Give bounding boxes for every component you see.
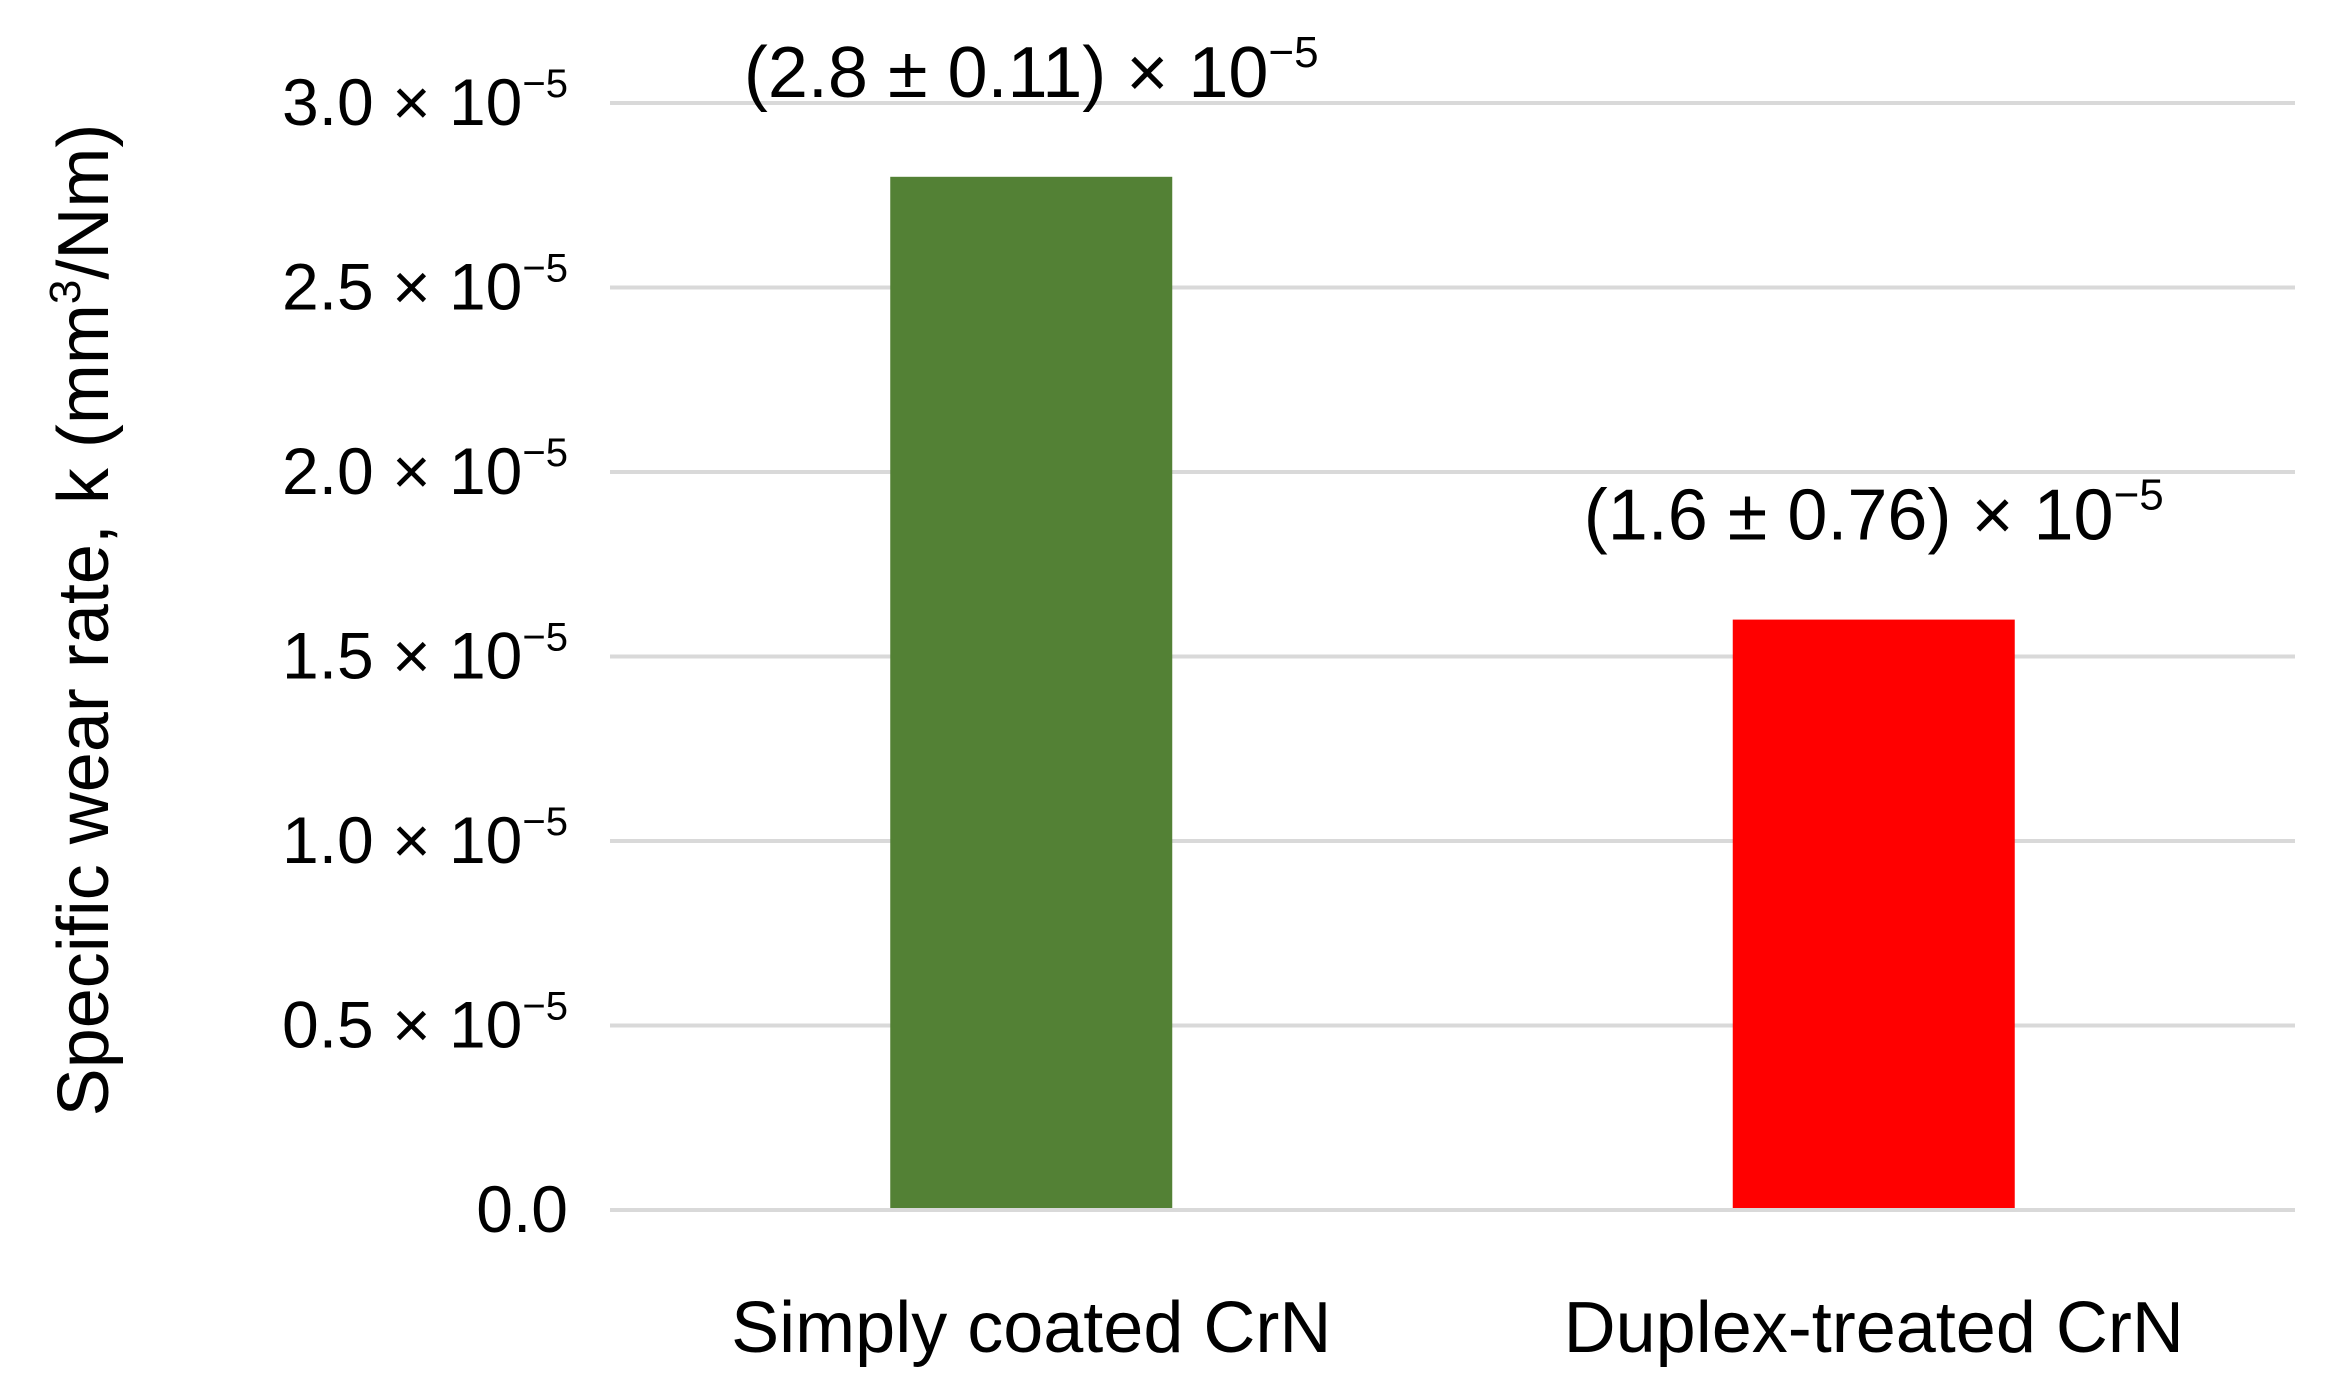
data-label-base: (1.6 ± 0.76) × 10 (1584, 476, 2114, 556)
y-tick-label-base: 3.0 × 10 (282, 65, 522, 139)
y-tick-label-exponent: −5 (522, 616, 568, 660)
bars (890, 176, 2015, 1210)
y-tick-label-base: 0.5 × 10 (282, 988, 522, 1062)
y-tick-label-base: 2.0 × 10 (282, 434, 522, 508)
y-tick-label-exponent: −5 (522, 431, 568, 475)
bar-data-label: (1.6 ± 0.76) × 10−5 (1584, 471, 2164, 556)
y-axis-title-part: Specific wear rate, k (mm (44, 304, 124, 1116)
y-tick-label-base: 0.0 (476, 1172, 568, 1246)
y-tick-label: 0.0 (476, 1172, 568, 1246)
y-tick-label-base: 2.5 × 10 (282, 250, 522, 324)
y-tick-label-exponent: −5 (522, 800, 568, 844)
data-label-exponent: −5 (1268, 28, 1318, 77)
axes: 0.00.5 × 10−51.0 × 10−51.5 × 10−52.0 × 1… (41, 62, 2295, 1368)
y-axis-title-part: /Nm) (44, 124, 124, 280)
y-tick-label: 1.5 × 10−5 (282, 616, 568, 693)
bar (890, 176, 1173, 1210)
y-tick-label: 1.0 × 10−5 (282, 800, 568, 877)
y-tick-label-exponent: −5 (522, 247, 568, 291)
data-label-exponent: −5 (2114, 471, 2164, 520)
y-axis-title-superscript: 3 (41, 280, 90, 304)
y-tick-label-exponent: −5 (522, 62, 568, 106)
bar-data-label: (2.8 ± 0.11) × 10−5 (744, 28, 1319, 113)
y-tick-label: 2.0 × 10−5 (282, 431, 568, 508)
y-tick-label: 2.5 × 10−5 (282, 247, 568, 324)
x-category-label: Simply coated CrN (731, 1288, 1331, 1368)
bar (1732, 619, 2015, 1210)
y-tick-label: 0.5 × 10−5 (282, 985, 568, 1062)
data-labels: (2.8 ± 0.11) × 10−5(1.6 ± 0.76) × 10−5 (744, 28, 2164, 556)
y-tick-label-base: 1.5 × 10 (282, 619, 522, 693)
y-axis-title: Specific wear rate, k (mm3/Nm) (41, 124, 124, 1117)
x-category-label: Duplex-treated CrN (1564, 1288, 2184, 1368)
gridlines (610, 101, 2295, 1028)
data-label-base: (2.8 ± 0.11) × 10 (744, 33, 1269, 113)
y-tick-label-exponent: −5 (522, 985, 568, 1029)
y-tick-label-base: 1.0 × 10 (282, 803, 522, 877)
y-tick-label: 3.0 × 10−5 (282, 62, 568, 139)
